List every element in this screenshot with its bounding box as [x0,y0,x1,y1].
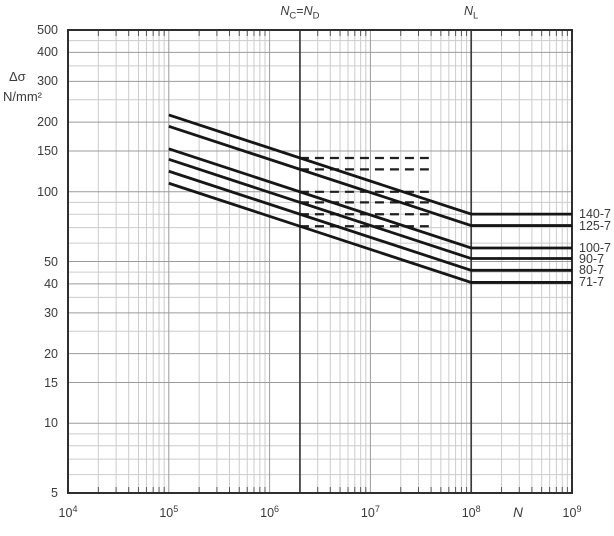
sn-curve-71-7 [168,181,572,284]
sn-curve-125-7 [168,125,572,227]
plot-border [67,29,573,494]
sn-curve-80-7 [168,169,572,272]
sn-curve-90-7 [168,158,572,260]
sn-curve-140-7 [168,113,572,216]
sn-curve-100-7 [168,147,572,250]
